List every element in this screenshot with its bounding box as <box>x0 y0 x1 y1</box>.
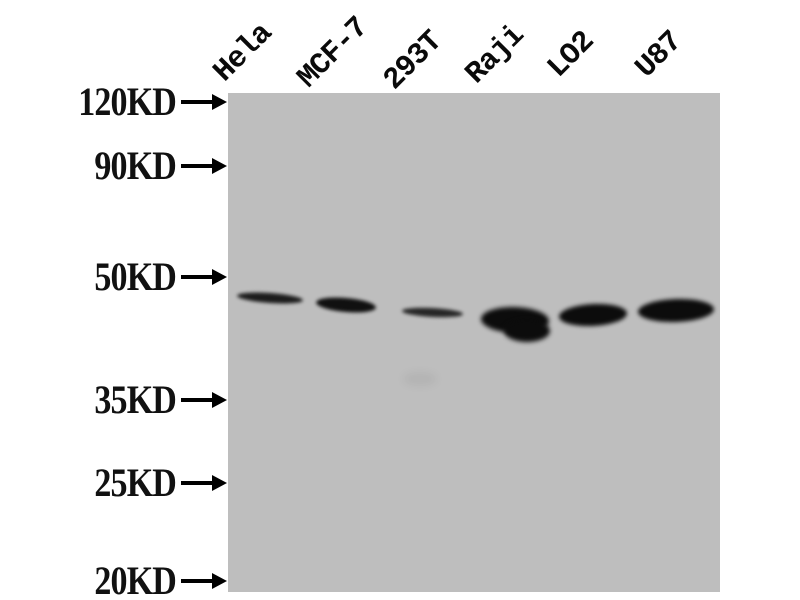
mw-label-90kd: 90KD <box>94 143 176 188</box>
right-arrow-icon <box>181 269 227 285</box>
faint-smudge <box>403 372 437 386</box>
lane-label-mcf7: MCF-7 <box>291 11 376 96</box>
lane-label-u87: U87 <box>629 25 690 86</box>
right-arrow-icon <box>181 94 227 110</box>
right-arrow-icon <box>181 573 227 589</box>
right-arrow-icon <box>181 158 227 174</box>
marker-row-35kd: 35KD <box>0 378 227 422</box>
right-arrow-icon <box>181 392 227 408</box>
lane-label-lo2: LO2 <box>541 25 602 86</box>
mw-label-35kd: 35KD <box>94 377 176 422</box>
lane-label-293t: 293T <box>377 25 450 98</box>
mw-label-20kd: 20KD <box>94 558 176 600</box>
marker-row-25kd: 25KD <box>0 461 227 505</box>
marker-row-20kd: 20KD <box>0 559 227 600</box>
band-raji-lower-lobe <box>504 320 550 342</box>
lane-label-hela: Hela <box>207 17 280 90</box>
marker-row-50kd: 50KD <box>0 255 227 299</box>
right-arrow-icon <box>181 475 227 491</box>
lane-label-raji: Raji <box>459 19 532 92</box>
blot-membrane <box>228 93 720 592</box>
mw-label-25kd: 25KD <box>94 460 176 505</box>
mw-label-50kd: 50KD <box>94 254 176 299</box>
marker-row-90kd: 90KD <box>0 144 227 188</box>
mw-label-120kd: 120KD <box>78 79 177 124</box>
marker-row-120kd: 120KD <box>0 80 227 124</box>
